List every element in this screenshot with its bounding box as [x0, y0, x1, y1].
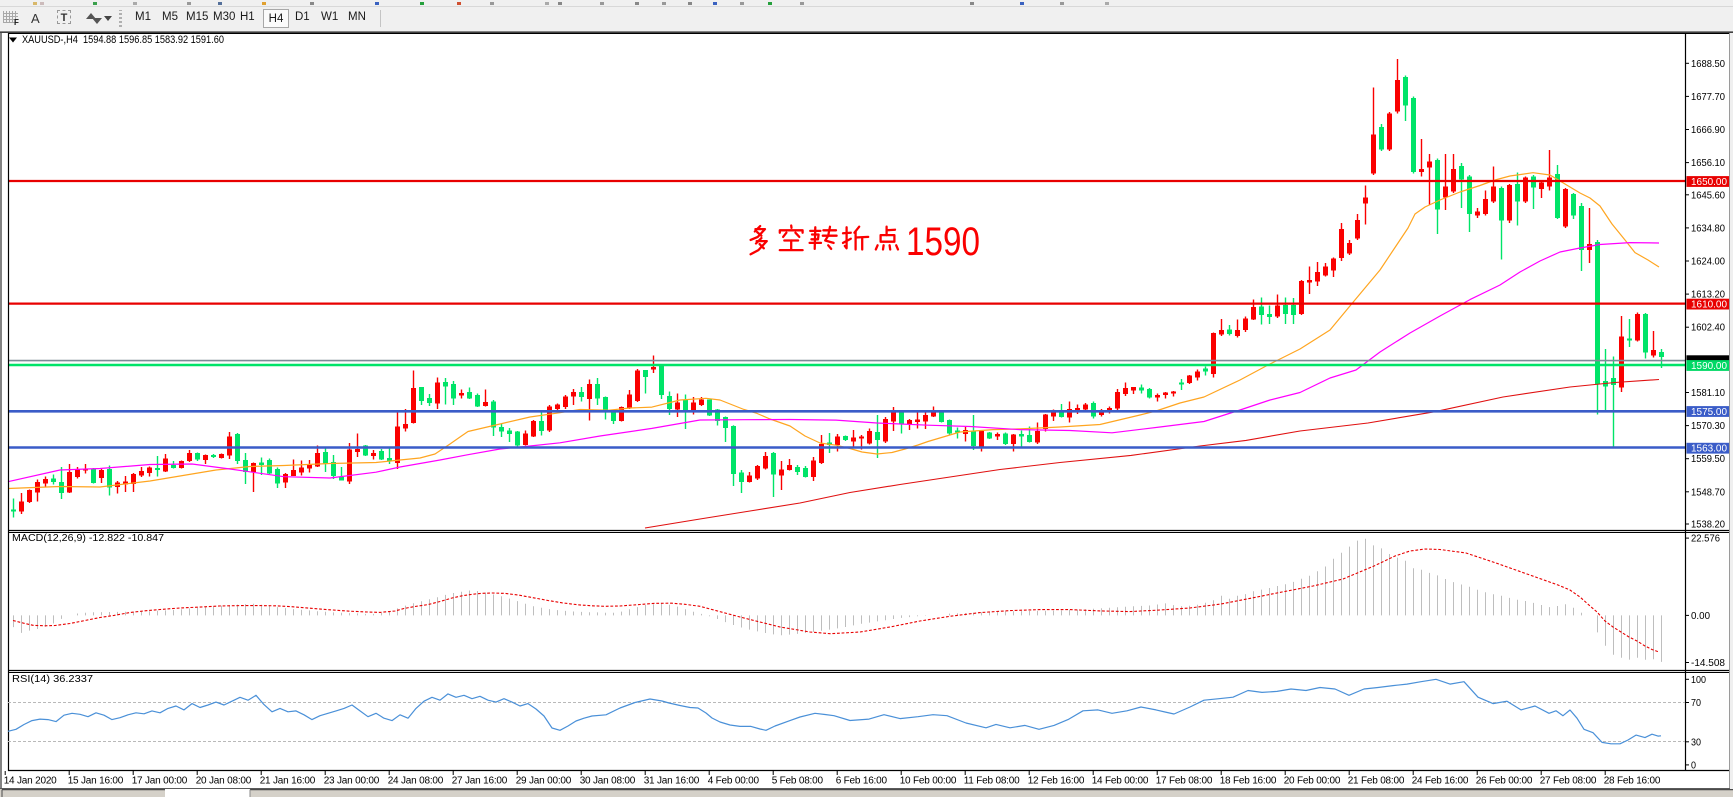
svg-text:1666.90: 1666.90 [1691, 124, 1725, 136]
svg-text:15 Jan 16:00: 15 Jan 16:00 [68, 776, 124, 787]
svg-text:1613.20: 1613.20 [1691, 289, 1725, 301]
svg-text:18 Feb 16:00: 18 Feb 16:00 [1220, 776, 1277, 787]
svg-text:31 Jan 16:00: 31 Jan 16:00 [644, 776, 700, 787]
svg-text:1610.00: 1610.00 [1691, 299, 1727, 311]
svg-text:1656.10: 1656.10 [1691, 157, 1725, 169]
svg-text:20 Jan 08:00: 20 Jan 08:00 [196, 776, 252, 787]
svg-text:30 Jan 08:00: 30 Jan 08:00 [580, 776, 636, 787]
svg-text:0.00: 0.00 [1691, 610, 1710, 622]
svg-text:1575.00: 1575.00 [1691, 406, 1727, 418]
svg-text:5 Feb 08:00: 5 Feb 08:00 [772, 776, 824, 787]
svg-text:1602.40: 1602.40 [1691, 322, 1725, 334]
svg-text:1624.00: 1624.00 [1691, 256, 1725, 268]
svg-text:1634.80: 1634.80 [1691, 222, 1725, 234]
svg-text:14 Jan 2020: 14 Jan 2020 [4, 776, 57, 787]
svg-text:20 Feb 00:00: 20 Feb 00:00 [1284, 776, 1341, 787]
svg-text:70: 70 [1691, 697, 1701, 709]
svg-text:100: 100 [1691, 674, 1706, 686]
svg-text:1645.60: 1645.60 [1691, 189, 1725, 201]
svg-text:24 Jan 08:00: 24 Jan 08:00 [388, 776, 444, 787]
svg-text:4 Feb 00:00: 4 Feb 00:00 [708, 776, 760, 787]
svg-text:21 Feb 08:00: 21 Feb 08:00 [1348, 776, 1405, 787]
svg-text:MACD(12,26,9) -12.822 -10.847: MACD(12,26,9) -12.822 -10.847 [12, 533, 164, 544]
svg-text:22.576: 22.576 [1691, 533, 1720, 545]
svg-text:24 Feb 16:00: 24 Feb 16:00 [1412, 776, 1469, 787]
svg-text:1559.50: 1559.50 [1691, 453, 1725, 465]
svg-text:RSI(14) 36.2337: RSI(14) 36.2337 [12, 674, 93, 685]
svg-text:1590: 1590 [906, 220, 980, 264]
svg-text:1688.50: 1688.50 [1691, 58, 1725, 70]
svg-text:10 Feb 00:00: 10 Feb 00:00 [900, 776, 957, 787]
svg-text:XAUUSD-,H4 1594.88 1596.85 15: XAUUSD-,H4 1594.88 1596.85 1583.92 1591.… [22, 34, 224, 46]
svg-text:-14.508: -14.508 [1691, 657, 1725, 669]
svg-text:6 Feb 16:00: 6 Feb 16:00 [836, 776, 888, 787]
svg-text:28 Feb 16:00: 28 Feb 16:00 [1604, 776, 1661, 787]
svg-text:17 Feb 08:00: 17 Feb 08:00 [1156, 776, 1213, 787]
svg-text:1677.70: 1677.70 [1691, 91, 1725, 103]
svg-text:11 Feb 08:00: 11 Feb 08:00 [964, 776, 1020, 787]
svg-text:1570.30: 1570.30 [1691, 420, 1725, 432]
svg-text:1563.00: 1563.00 [1691, 443, 1727, 455]
svg-text:1538.20: 1538.20 [1691, 519, 1725, 531]
svg-text:14 Feb 00:00: 14 Feb 00:00 [1092, 776, 1149, 787]
svg-text:21 Jan 16:00: 21 Jan 16:00 [260, 776, 316, 787]
svg-text:29 Jan 00:00: 29 Jan 00:00 [516, 776, 572, 787]
svg-text:1590.00: 1590.00 [1691, 360, 1727, 372]
svg-text:1650.00: 1650.00 [1691, 176, 1727, 188]
svg-text:12 Feb 16:00: 12 Feb 16:00 [1028, 776, 1085, 787]
svg-text:26 Feb 00:00: 26 Feb 00:00 [1476, 776, 1533, 787]
svg-text:1548.70: 1548.70 [1691, 486, 1725, 498]
svg-text:1581.10: 1581.10 [1691, 387, 1725, 399]
svg-text:0: 0 [1691, 759, 1696, 771]
svg-text:27 Feb 08:00: 27 Feb 08:00 [1540, 776, 1597, 787]
svg-text:30: 30 [1691, 736, 1701, 748]
svg-text:27 Jan 16:00: 27 Jan 16:00 [452, 776, 508, 787]
svg-text:17 Jan 00:00: 17 Jan 00:00 [132, 776, 188, 787]
svg-text:23 Jan 00:00: 23 Jan 00:00 [324, 776, 380, 787]
